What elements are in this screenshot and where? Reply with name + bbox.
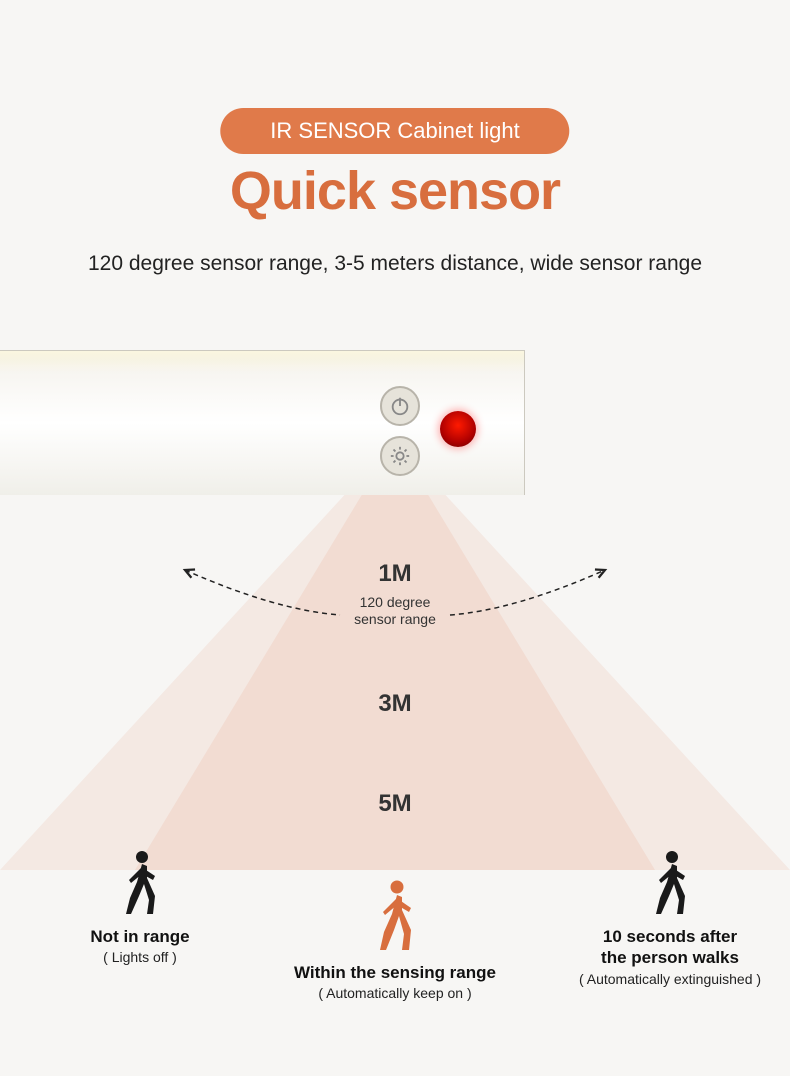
product-badge: IR SENSOR Cabinet light bbox=[220, 108, 569, 154]
left-sub: ( Lights off ) bbox=[50, 949, 230, 965]
main-title: Quick sensor bbox=[230, 160, 560, 222]
left-title: Not in range bbox=[50, 926, 230, 947]
distance-5m: 5M bbox=[378, 790, 411, 818]
person-not-in-range: Not in range ( Lights off ) bbox=[50, 850, 230, 965]
ir-sensor-dot bbox=[440, 411, 476, 447]
angle-desc: 120 degree sensor range bbox=[354, 594, 436, 628]
distance-3m: 3M bbox=[378, 690, 411, 718]
walking-person-icon bbox=[370, 880, 420, 952]
distance-1m: 1M 120 degree sensor range bbox=[354, 560, 436, 628]
brightness-icon bbox=[389, 445, 411, 467]
right-sub: ( Automatically extinguished ) bbox=[560, 971, 780, 987]
center-sub: ( Automatically keep on ) bbox=[275, 985, 515, 1001]
center-title: Within the sensing range bbox=[275, 962, 515, 983]
walking-person-icon bbox=[117, 850, 163, 916]
person-in-range: Within the sensing range ( Automatically… bbox=[275, 880, 515, 1001]
cabinet-light-bar bbox=[0, 350, 525, 495]
person-after-walk: 10 seconds after the person walks ( Auto… bbox=[560, 850, 780, 987]
subtitle: 120 degree sensor range, 3-5 meters dist… bbox=[88, 252, 702, 276]
brightness-button bbox=[380, 436, 420, 476]
light-glow bbox=[0, 351, 524, 373]
walking-person-icon bbox=[647, 850, 693, 916]
right-title: 10 seconds after the person walks bbox=[560, 926, 780, 969]
power-button bbox=[380, 386, 420, 426]
power-icon bbox=[389, 395, 411, 417]
distance-1m-label: 1M bbox=[378, 560, 411, 587]
